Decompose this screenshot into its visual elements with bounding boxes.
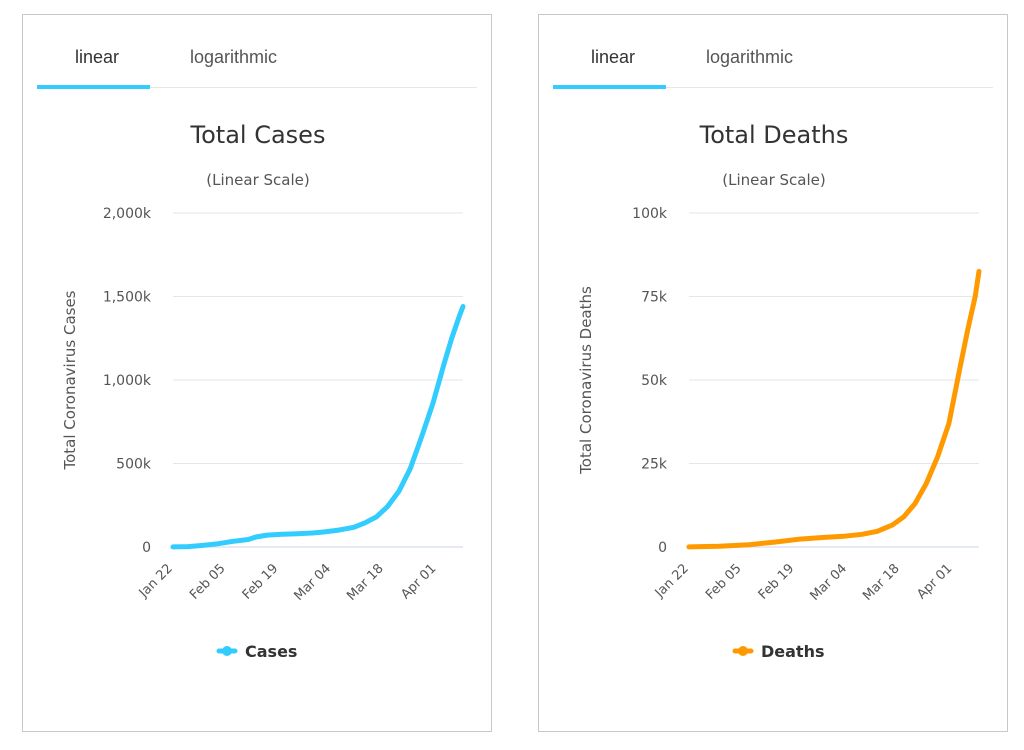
y-tick-label: 75k xyxy=(641,290,668,306)
x-tick-label: Mar 04 xyxy=(291,561,334,604)
x-tick-label: Apr 01 xyxy=(914,561,955,602)
legend-marker xyxy=(738,646,748,656)
y-tick-label: 25k xyxy=(641,457,668,473)
scale-tabs: linear logarithmic xyxy=(37,15,477,89)
y-tick-label: 1,500k xyxy=(103,290,152,306)
tab-linear[interactable]: linear xyxy=(591,47,636,67)
x-tick-label: Jan 22 xyxy=(136,561,176,601)
y-axis-label: Total Coronavirus Deaths xyxy=(577,286,595,475)
chart-subtitle: (Linear Scale) xyxy=(722,171,825,189)
chart-title: Total Cases xyxy=(190,121,326,149)
legend-label: Cases xyxy=(245,642,297,661)
y-tick-label: 2,000k xyxy=(103,206,152,222)
series-line-cases xyxy=(170,304,466,550)
y-tick-label: 1,000k xyxy=(103,373,152,389)
x-tick-label: Feb 05 xyxy=(187,561,229,603)
y-tick-label: 0 xyxy=(142,540,151,556)
tab-logarithmic[interactable]: logarithmic xyxy=(706,47,794,67)
x-tick-label: Mar 18 xyxy=(344,561,387,604)
chart-subtitle: (Linear Scale) xyxy=(206,171,309,189)
x-tick-label: Feb 19 xyxy=(756,561,798,603)
y-axis-label: Total Coronavirus Cases xyxy=(61,290,79,470)
active-tab-indicator xyxy=(553,85,666,89)
y-tick-label: 100k xyxy=(632,206,668,222)
deaths-chart-panel: linear logarithmic Total Deaths (Linear S… xyxy=(538,14,1008,732)
tab-logarithmic[interactable]: logarithmic xyxy=(190,47,278,67)
x-tick-label: Mar 04 xyxy=(807,561,850,604)
x-tick-label: Jan 22 xyxy=(652,561,692,601)
cases-chart-panel: linear logarithmic Total Cases (Linear Sc… xyxy=(22,14,492,732)
cases-chart: Total Cases (Linear Scale) Total Coronavir… xyxy=(61,121,466,661)
scale-tabs: linear logarithmic xyxy=(553,15,993,89)
y-tick-label: 50k xyxy=(641,373,668,389)
x-tick-label: Feb 19 xyxy=(240,561,282,603)
legend-marker xyxy=(222,646,232,656)
tab-linear[interactable]: linear xyxy=(75,47,120,67)
active-tab-indicator xyxy=(37,85,150,89)
x-tick-label: Feb 05 xyxy=(703,561,745,603)
deaths-chart: Total Deaths (Linear Scale) Total Coronavi… xyxy=(577,121,982,661)
x-tick-label: Mar 18 xyxy=(860,561,903,604)
x-tick-label: Apr 01 xyxy=(398,561,439,602)
chart-title: Total Deaths xyxy=(699,121,849,149)
y-tick-label: 0 xyxy=(658,540,667,556)
legend-label: Deaths xyxy=(761,642,825,661)
y-tick-label: 500k xyxy=(116,457,152,473)
series-line-deaths xyxy=(686,268,982,550)
